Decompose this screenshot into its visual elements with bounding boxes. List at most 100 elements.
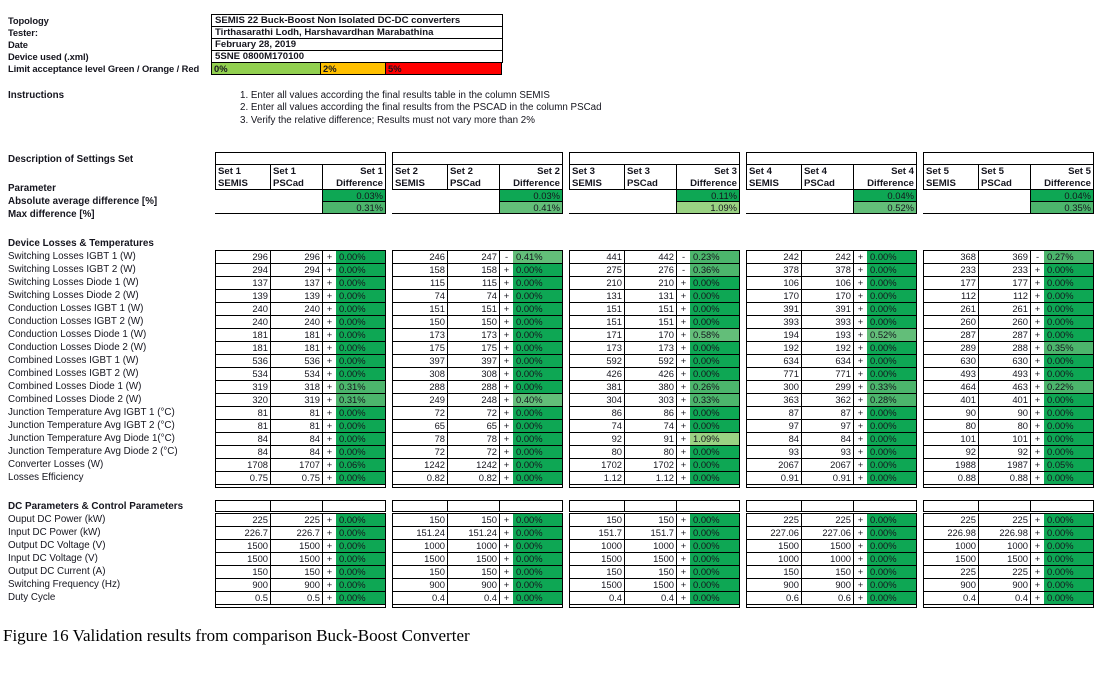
semis-value-cell: 72 [393, 446, 448, 459]
diff-sign-cell: + [857, 368, 864, 380]
pscad-value-cell: 193 [802, 329, 854, 342]
set-values-cellgroup: 363 362 +0.28% [746, 393, 917, 408]
pscad-value-cell: 72 [448, 407, 500, 420]
empty-cell [1031, 501, 1093, 511]
diff-sign-cell: + [1034, 553, 1041, 565]
diff-value-cell: 0.00% [690, 566, 739, 579]
pscad-value-cell: 74 [448, 290, 500, 303]
empty-cell [747, 501, 802, 512]
pscad-value-cell: 0.75 [271, 472, 323, 485]
semis-value-cell: 101 [924, 433, 979, 446]
diff-value-cell: 0.00% [690, 592, 739, 605]
pscad-value-cell: 536 [271, 355, 323, 368]
set-values-cellgroup: 151.7 151.7 +0.00% [569, 526, 740, 541]
diff-sign-cell: + [326, 433, 333, 445]
figure-caption: Figure 16 Validation results from compar… [3, 626, 470, 646]
table-row: Input DC Power (kW) 226.7 226.7 +0.00% 151.2… [8, 526, 1111, 541]
diff-value-cell: 0.00% [513, 527, 562, 540]
diff-sign-cell: + [503, 514, 510, 526]
diff-value-cell: 0.00% [867, 316, 916, 329]
diff-sign-cell: + [326, 459, 333, 471]
semis-value-cell: 1000 [570, 540, 625, 553]
diff-value-cell: 0.00% [1044, 540, 1093, 553]
diff-value-cell: 0.00% [336, 514, 385, 527]
set-values-cellgroup: 151 151 +0.00% [569, 302, 740, 317]
instructions-section: Instructions 1. Enter all values accordi… [8, 90, 1111, 127]
section-title-row: DC Parameters & Control Parameters [8, 500, 1111, 513]
diff-value-cell: 0.35% [1044, 342, 1093, 355]
empty-lead-row [746, 500, 917, 513]
table-sections: Device Losses & Temperatures Switching Lo… [8, 237, 1111, 609]
semis-value-cell: 210 [570, 277, 625, 290]
row-label: Conduction Losses IGBT 2 (W) [8, 316, 144, 328]
semis-value-cell: 0.4 [924, 592, 979, 605]
diff-value-cell: 0.00% [1044, 368, 1093, 381]
empty-cell [854, 501, 916, 511]
semis-value-cell: 151 [570, 303, 625, 316]
pscad-value-cell: 1500 [448, 553, 500, 566]
pscad-value-cell: 87 [802, 407, 854, 420]
set-values-cellgroup: 137 137 +0.00% [215, 276, 386, 291]
diff-value-cell: 0.00% [336, 290, 385, 303]
set-values-cellgroup: 158 158 +0.00% [392, 263, 563, 278]
pscad-value-cell: 299 [802, 381, 854, 394]
set-values-cellgroup: 296 296 +0.00% [215, 250, 386, 265]
diff-sign-cell: + [680, 407, 687, 419]
diff-value-cell: 0.00% [513, 420, 562, 433]
diff-sign-cell: + [1034, 592, 1041, 604]
diff-value-cell: 0.00% [867, 459, 916, 472]
diff-sign-cell: + [857, 342, 864, 354]
pscad-value-cell: 771 [802, 368, 854, 381]
set-values-cellgroup: 181 181 +0.00% [215, 341, 386, 356]
pscad-value-cell: 630 [979, 355, 1031, 368]
spacer [923, 201, 1030, 215]
diff-sign-cell: + [326, 368, 333, 380]
pscad-value-cell: 227.06 [802, 527, 854, 540]
set-values-cellgroup: 1000 1000 +0.00% [392, 539, 563, 554]
diff-sign-cell: + [1034, 472, 1041, 484]
set-subheader-row: Set 4 SEMIS Set 4 PSCad Set 4 Difference [746, 164, 917, 191]
diff-sign-cell: - [1035, 251, 1040, 263]
diff-value-cell: 0.00% [690, 342, 739, 355]
semis-value-cell: 1000 [924, 540, 979, 553]
set-values-cellgroup: 225 225 +0.00% [923, 565, 1094, 580]
diff-sign-cell: + [1034, 368, 1041, 380]
diff-value-cell: 0.27% [1044, 251, 1093, 264]
pscad-value-cell: 150 [448, 514, 500, 527]
diff-value-cell: 0.00% [1044, 316, 1093, 329]
set-values-cellgroup: 233 233 +0.00% [923, 263, 1094, 278]
diff-value-cell: 0.00% [1044, 420, 1093, 433]
pscad-value-cell: 318 [271, 381, 323, 394]
diff-sign-cell: + [857, 592, 864, 604]
semis-value-cell: 1242 [393, 459, 448, 472]
set-values-cellgroup: 1988 1987 +0.05% [923, 458, 1094, 473]
semis-value-cell: 0.75 [216, 472, 271, 485]
set-column-header: Set 1 Difference [322, 164, 386, 191]
empty-cell [323, 501, 385, 511]
semis-value-cell: 86 [570, 407, 625, 420]
pscad-value-cell: 261 [979, 303, 1031, 316]
pscad-value-cell: 65 [448, 420, 500, 433]
semis-value-cell: 378 [747, 264, 802, 277]
diff-sign-cell: + [680, 446, 687, 458]
pscad-value-cell: 175 [448, 342, 500, 355]
set-header-block: Set 3 SEMIS Set 3 PSCad Set 3 Difference 0.… [569, 152, 740, 215]
diff-sign-cell: + [857, 329, 864, 341]
set-values-cellgroup: 1.12 1.12 +0.00% [569, 471, 740, 486]
set-values-cellgroup: 393 393 +0.00% [746, 315, 917, 330]
diff-value-cell: 0.00% [1044, 433, 1093, 446]
set-values-cellgroup: 630 630 +0.00% [923, 354, 1094, 369]
diff-value-cell: 0.00% [513, 514, 562, 527]
diff-sign-cell: + [326, 277, 333, 289]
pscad-value-cell: 1500 [625, 553, 677, 566]
semis-value-cell: 137 [216, 277, 271, 290]
pscad-value-cell: 151 [625, 316, 677, 329]
set-values-cellgroup: 249 248 +0.40% [392, 393, 563, 408]
pscad-value-cell: 177 [979, 277, 1031, 290]
diff-sign-cell: + [503, 290, 510, 302]
pscad-value-cell: 288 [979, 342, 1031, 355]
diff-sign-cell: + [503, 394, 510, 406]
diff-sign-cell: + [1034, 329, 1041, 341]
set-values-cellgroup: 78 78 +0.00% [392, 432, 563, 447]
pscad-value-cell: 1987 [979, 459, 1031, 472]
